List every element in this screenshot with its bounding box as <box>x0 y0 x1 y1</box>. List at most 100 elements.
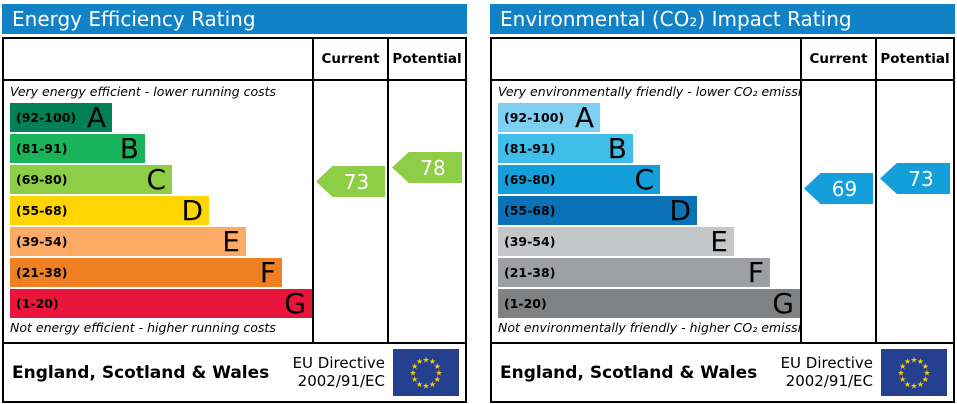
environmental-rating-table: Current Potential Very environmentally f… <box>490 37 955 403</box>
environmental-region-label: England, Scotland & Wales <box>500 362 758 383</box>
environmental-potential-arrow: 73 <box>880 163 950 194</box>
energy-potential-value: 78 <box>420 155 446 180</box>
environmental-band-ladder: Very environmentally friendly - lower CO… <box>492 81 800 342</box>
svg-text:★: ★ <box>910 382 917 391</box>
eu-directive-line1: EU Directive <box>780 354 873 373</box>
environmental-table-body-row: Very environmentally friendly - lower CO… <box>492 81 953 344</box>
band-letter-label: C <box>634 162 654 196</box>
energy-panel-title: Energy Efficiency Rating <box>2 4 467 34</box>
svg-text:★: ★ <box>922 362 929 371</box>
environmental-chart-header-spacer <box>492 39 800 79</box>
energy-band-d: (55-68) D <box>10 196 209 225</box>
environmental-band-e: (39-54) E <box>498 227 734 256</box>
band-range-label: (92-100) <box>504 110 565 125</box>
eu-directive-line1: EU Directive <box>292 354 385 373</box>
svg-text:★: ★ <box>435 369 442 378</box>
band-letter-label: B <box>119 131 139 165</box>
svg-text:★: ★ <box>429 380 436 389</box>
environmental-current-column-header: Current <box>800 39 875 79</box>
band-range-label: (39-54) <box>16 234 68 249</box>
energy-band-a: (92-100) A <box>10 103 112 132</box>
band-range-label: (55-68) <box>504 203 556 218</box>
eu-flag-icon: ★ ★ ★★ ★★ ★★ ★★ ★★ <box>393 349 459 396</box>
svg-text:★: ★ <box>411 362 418 371</box>
environmental-bottom-caption: Not environmentally friendly - higher CO… <box>498 320 800 335</box>
environmental-potential-cell: 73 <box>875 81 953 342</box>
svg-text:★: ★ <box>434 375 441 384</box>
band-letter-label: E <box>222 224 240 258</box>
svg-text:★: ★ <box>897 369 904 378</box>
band-letter-label: D <box>181 193 203 227</box>
energy-potential-arrow: 78 <box>392 152 462 183</box>
environmental-eu-directive-label: EU Directive 2002/91/EC <box>780 354 873 390</box>
band-letter-label: A <box>86 100 106 134</box>
environmental-impact-panel: Environmental (CO₂) Impact Rating Curren… <box>490 4 955 403</box>
energy-region-label: England, Scotland & Wales <box>12 362 270 383</box>
band-letter-label: G <box>284 286 306 320</box>
eu-flag-icon: ★ ★ ★★ ★★ ★★ ★★ ★★ <box>881 349 947 396</box>
energy-efficiency-panel: Energy Efficiency Rating Current Potenti… <box>2 4 467 403</box>
environmental-band-f: (21-38) F <box>498 258 770 287</box>
svg-text:★: ★ <box>422 382 429 391</box>
svg-text:★: ★ <box>899 375 906 384</box>
eu-directive-line2: 2002/91/EC <box>785 371 873 390</box>
energy-table-footer: England, Scotland & Wales EU Directive 2… <box>4 344 465 401</box>
band-letter-label: D <box>669 193 691 227</box>
energy-potential-cell: 78 <box>387 81 465 342</box>
band-range-label: (69-80) <box>16 172 68 187</box>
environmental-table-header-row: Current Potential <box>492 39 953 81</box>
environmental-potential-value: 73 <box>908 166 934 191</box>
svg-text:★: ★ <box>904 380 911 389</box>
energy-band-g: (1-20) G <box>10 289 312 318</box>
band-range-label: (21-38) <box>504 265 556 280</box>
svg-text:★: ★ <box>922 375 929 384</box>
energy-top-caption: Very energy efficient - lower running co… <box>10 84 277 99</box>
band-range-label: (81-91) <box>504 141 556 156</box>
energy-band-e: (39-54) E <box>10 227 246 256</box>
svg-text:★: ★ <box>416 357 423 366</box>
energy-rating-table: Current Potential Very energy efficient … <box>2 37 467 403</box>
energy-band-ladder: Very energy efficient - lower running co… <box>4 81 312 342</box>
band-letter-label: C <box>146 162 166 196</box>
environmental-panel-title: Environmental (CO₂) Impact Rating <box>490 4 955 34</box>
environmental-current-value: 69 <box>831 176 858 201</box>
environmental-band-a: (92-100) A <box>498 103 600 132</box>
band-letter-label: E <box>710 224 728 258</box>
band-range-label: (81-91) <box>16 141 68 156</box>
svg-text:★: ★ <box>422 356 429 365</box>
environmental-band-c: (69-80) C <box>498 165 660 194</box>
environmental-band-g: (1-20) G <box>498 289 800 318</box>
environmental-band-b: (81-91) B <box>498 134 633 163</box>
environmental-table-footer: England, Scotland & Wales EU Directive 2… <box>492 344 953 401</box>
svg-text:★: ★ <box>434 362 441 371</box>
energy-current-column-header: Current <box>312 39 387 79</box>
energy-current-cell: 73 <box>312 81 387 342</box>
energy-band-f: (21-38) F <box>10 258 282 287</box>
band-range-label: (39-54) <box>504 234 556 249</box>
band-letter-label: G <box>772 286 794 320</box>
svg-text:★: ★ <box>904 357 911 366</box>
svg-text:★: ★ <box>917 357 924 366</box>
band-range-label: (92-100) <box>16 110 77 125</box>
energy-table-header-row: Current Potential <box>4 39 465 81</box>
svg-text:★: ★ <box>917 380 924 389</box>
svg-text:★: ★ <box>411 375 418 384</box>
energy-current-arrow: 73 <box>316 166 385 197</box>
band-letter-label: A <box>574 100 594 134</box>
environmental-current-cell: 69 <box>800 81 875 342</box>
environmental-band-d: (55-68) D <box>498 196 697 225</box>
energy-table-body-row: Very energy efficient - lower running co… <box>4 81 465 344</box>
band-range-label: (69-80) <box>504 172 556 187</box>
band-letter-label: F <box>259 255 276 289</box>
band-range-label: (21-38) <box>16 265 68 280</box>
environmental-potential-column-header: Potential <box>875 39 953 79</box>
eu-directive-line2: 2002/91/EC <box>297 371 385 390</box>
energy-current-value: 73 <box>343 169 370 194</box>
energy-bottom-caption: Not energy efficient - higher running co… <box>10 320 276 335</box>
svg-text:★: ★ <box>910 356 917 365</box>
energy-band-c: (69-80) C <box>10 165 172 194</box>
energy-eu-directive-label: EU Directive 2002/91/EC <box>292 354 385 390</box>
band-range-label: (1-20) <box>16 296 59 311</box>
svg-text:★: ★ <box>409 369 416 378</box>
